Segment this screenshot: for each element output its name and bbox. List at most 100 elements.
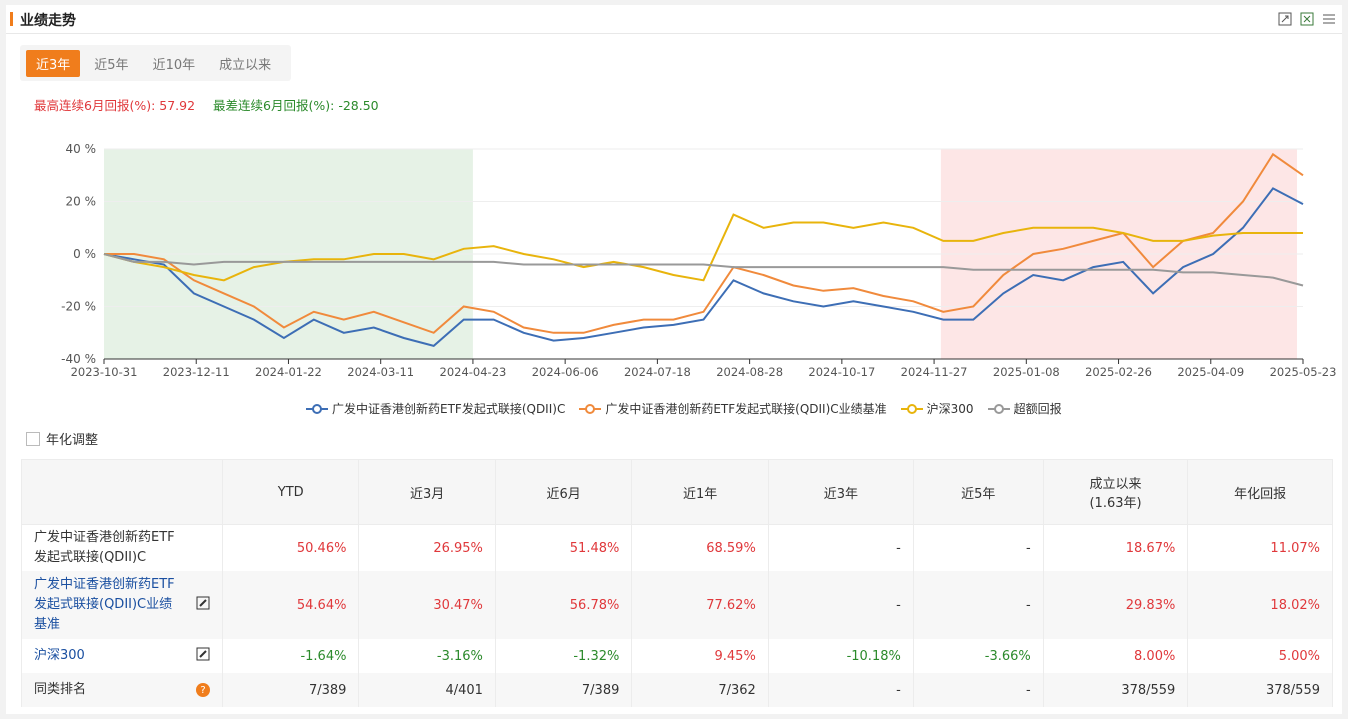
th-5y: 近5年 — [912, 459, 1044, 525]
annualize-adjust-toggle[interactable]: 年化调整 — [26, 429, 98, 448]
section-title: 业绩走势 — [20, 13, 76, 29]
x-tick-label: 2024-10-17 — [808, 365, 875, 379]
y-tick-label: -40 % — [61, 352, 96, 366]
edit-icon[interactable] — [196, 596, 210, 614]
th-name — [21, 459, 223, 525]
y-tick-label: -20 % — [61, 300, 96, 314]
y-tick-label: 40 % — [66, 142, 97, 156]
value-cell: 7/362 — [631, 673, 769, 707]
value-cell: -3.66% — [912, 639, 1044, 673]
legend-item-excess[interactable]: 超额回报 — [987, 400, 1062, 417]
row-name-link[interactable]: 广发中证香港创新药ETF发起式联接(QDII)C业绩基准 — [34, 577, 175, 632]
x-tick-label: 2024-01-22 — [255, 365, 322, 379]
help-icon[interactable]: ? — [196, 683, 210, 697]
table-row: 沪深300 -1.64% -3.16% -1.32% 9.45% -10.18% -3.66… — [21, 639, 1333, 673]
performance-table: YTD 近3月 近6月 近1年 近3年 近5年 成立以来 (1.63年) 年化回… — [21, 459, 1333, 707]
x-tick-label: 2024-11-27 — [901, 365, 968, 379]
period-tabs: 近3年 近5年 近10年 成立以来 — [20, 45, 292, 81]
value-cell: - — [767, 673, 914, 707]
value-cell: 30.47% — [358, 571, 496, 639]
section-header: 业绩走势 — [6, 5, 1342, 34]
legend-item-hs300[interactable]: 沪深300 — [900, 400, 974, 417]
value-cell: 29.83% — [1042, 571, 1189, 639]
tab-since-inception[interactable]: 成立以来 — [219, 57, 272, 73]
series-line — [103, 253, 1304, 287]
x-tick-label: 2024-07-18 — [624, 365, 691, 379]
worst-6m-return: 最差连续6月回报(%): -28.50 — [213, 98, 379, 113]
th-1y: 近1年 — [631, 459, 769, 525]
table-row: 同类排名? 7/389 4/401 7/389 7/362- -378/559 378/55… — [21, 673, 1333, 707]
tab-5y[interactable]: 近5年 — [94, 57, 129, 73]
x-tick-label: 2023-10-31 — [71, 365, 138, 379]
value-cell: 378/559 — [1187, 673, 1333, 707]
value-cell: 54.64% — [221, 571, 360, 639]
value-cell: 9.45% — [631, 639, 769, 673]
x-tick-label: 2024-06-06 — [532, 365, 599, 379]
value-cell: - — [767, 524, 914, 571]
x-tick-label: 2025-05-23 — [1270, 365, 1337, 379]
th-annualized: 年化回报 — [1187, 459, 1333, 525]
x-tick-label: 2025-01-08 — [993, 365, 1060, 379]
value-cell: -3.16% — [358, 639, 496, 673]
checkbox[interactable] — [26, 431, 40, 446]
x-tick-label: 2024-03-11 — [347, 365, 414, 379]
row-name-link[interactable]: 沪深300 — [34, 648, 85, 663]
value-cell: 4/401 — [358, 673, 496, 707]
value-cell: 77.62% — [631, 571, 769, 639]
toolbar — [1278, 11, 1336, 26]
tab-3y[interactable]: 近3年 — [26, 49, 81, 77]
value-cell: - — [767, 571, 914, 639]
value-cell: -1.64% — [221, 639, 360, 673]
y-tick-label: 0 % — [73, 247, 96, 261]
row-name-cell: 广发中证香港创新药ETF发起式联接(QDII)C — [21, 524, 223, 571]
series-line — [103, 213, 1303, 282]
value-cell: 378/559 — [1042, 673, 1189, 707]
tab-10y[interactable]: 近10年 — [152, 57, 196, 73]
value-cell: 50.46% — [221, 524, 360, 571]
series-line — [104, 152, 1304, 334]
x-tick-label: 2025-04-09 — [1177, 365, 1244, 379]
chart-legend: 广发中证香港创新药ETF发起式联接(QDII)C 广发中证香港创新药ETF发起式… — [306, 400, 1062, 417]
row-name-cell: 沪深300 — [21, 639, 223, 673]
th-3m: 近3月 — [358, 459, 496, 525]
row-name-cell: 同类排名? — [21, 673, 223, 707]
value-cell: 5.00% — [1187, 639, 1333, 673]
value-cell: -10.18% — [767, 639, 914, 673]
table-row: 广发中证香港创新药ETF发起式联接(QDII)C 50.46% 26.95% 51.4… — [21, 524, 1333, 571]
value-cell: 51.48% — [494, 524, 633, 571]
value-cell: 7/389 — [494, 673, 633, 707]
value-cell: 11.07% — [1187, 524, 1333, 571]
checkbox-label: 年化调整 — [46, 433, 99, 448]
th-3y: 近3年 — [767, 459, 914, 525]
y-tick-label: 20 % — [66, 195, 97, 209]
performance-chart[interactable]: 40 % 20 % 0 % -20 % -40 %2023-10-31 2023-12-1… — [6, 131, 1342, 381]
value-cell: 18.67% — [1042, 524, 1189, 571]
x-tick-label: 2023-12-11 — [163, 365, 230, 379]
list-icon[interactable] — [1322, 11, 1336, 25]
value-cell: - — [912, 673, 1044, 707]
x-tick-label: 2025-02-26 — [1085, 365, 1152, 379]
title-accent-bar — [10, 12, 13, 26]
value-cell: 18.02% — [1187, 571, 1333, 639]
value-cell: 68.59% — [631, 524, 769, 571]
value-cell: 56.78% — [494, 571, 633, 639]
performance-card: 业绩走势 近3年 近5年 近10年 成立以来 最高连续6月回报(%): 57.9… — [6, 5, 1342, 714]
row-name: 广发中证香港创新药ETF发起式联接(QDII)C — [34, 530, 175, 565]
th-ytd: YTD — [221, 459, 360, 525]
edit-icon[interactable] — [196, 647, 210, 665]
value-cell: - — [912, 524, 1044, 571]
value-cell: 8.00% — [1042, 639, 1189, 673]
rolling-returns: 最高连续6月回报(%): 57.92 最差连续6月回报(%): -28.50 — [34, 95, 379, 114]
row-name: 同类排名 — [34, 682, 87, 697]
row-name-cell: 广发中证香港创新药ETF发起式联接(QDII)C业绩基准 — [21, 571, 223, 639]
legend-item-fund[interactable]: 广发中证香港创新药ETF发起式联接(QDII)C — [306, 400, 565, 417]
value-cell: 7/389 — [221, 673, 360, 707]
x-tick-label: 2024-08-28 — [716, 365, 783, 379]
legend-item-benchmark[interactable]: 广发中证香港创新药ETF发起式联接(QDII)C业绩基准 — [579, 400, 887, 417]
zoom-icon[interactable] — [1278, 11, 1292, 26]
value-cell: 26.95% — [358, 524, 496, 571]
excel-export-icon[interactable] — [1300, 11, 1314, 26]
value-cell: -1.32% — [494, 639, 633, 673]
x-tick-label: 2024-04-23 — [440, 365, 507, 379]
th-since: 成立以来 (1.63年) — [1042, 459, 1189, 525]
